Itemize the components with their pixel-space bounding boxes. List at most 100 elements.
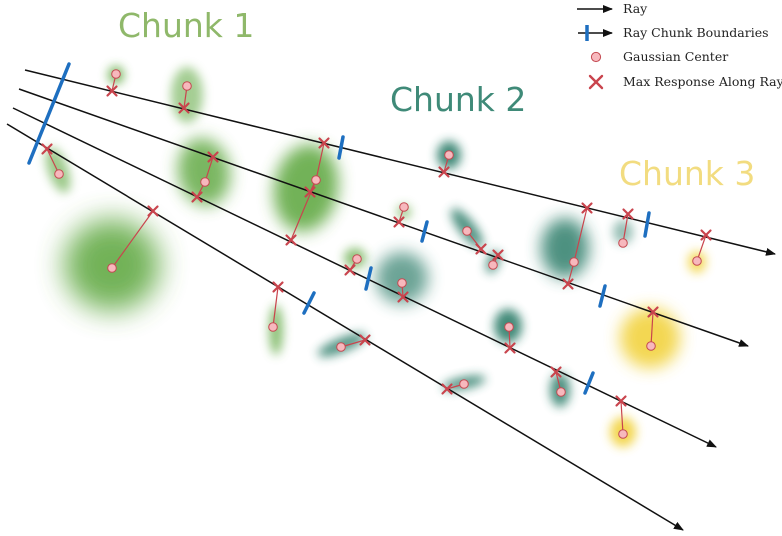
max-response-cross [562,278,574,290]
gaussian-center-dot [182,81,192,91]
cross-stroke [504,342,516,354]
max-response-cross [285,234,297,246]
gaussian-center-dot [311,175,321,185]
chunk-boundary-tick [337,135,345,160]
cross-stroke [647,306,659,318]
cross-stroke [344,264,356,276]
chunk-boundary-tick [302,291,316,315]
max-response-cross [504,342,516,354]
gaussian-center-dot [692,256,702,266]
cross-stroke [397,291,409,303]
max-response-cross [207,151,219,163]
max-response-cross [438,166,450,178]
ray-arrow [18,88,749,347]
gaussian-center-dot [200,177,210,187]
gaussian-center-dot [399,202,409,212]
legend-cross-icon [588,74,604,90]
cross-stroke [492,249,504,261]
chunk-boundary-tick [27,62,71,165]
center-to-max-connector [111,210,154,269]
max-response-cross [615,395,627,407]
max-response-cross [647,306,659,318]
max-response-cross [178,102,190,114]
cross-stroke [438,166,450,178]
cross-stroke [147,205,159,217]
max-response-markers [41,85,712,407]
center-to-max-connector [620,400,624,435]
legend-max-response-label: Max Response Along Ray [623,74,782,89]
gaussian-center-dot [54,169,64,179]
chunk-boundary-tick [583,371,595,395]
gaussian-center-dot [444,150,454,160]
legend-center-dot-icon [590,51,602,63]
cross-stroke [550,366,562,378]
cross-stroke [393,216,405,228]
max-response-cross [344,264,356,276]
gaussian-center-dot [556,387,566,397]
gaussian-blob [613,220,633,244]
cross-stroke [475,243,487,255]
gaussian-center-dot [504,322,514,332]
max-response-cross [318,137,330,149]
chunk-boundaries [27,62,651,395]
gaussian-center-dot [111,69,121,79]
max-response-cross [191,191,203,203]
chunk-3-label: Chunk 3 [619,154,755,193]
cross-stroke [178,102,190,114]
max-response-cross [147,205,159,217]
cross-stroke [304,186,316,198]
cross-stroke [562,278,574,290]
max-response-cross [106,85,118,97]
gaussian-blob [620,308,680,368]
max-response-cross [272,281,284,293]
gaussian-blob [376,252,428,304]
max-response-cross [700,229,712,241]
cross-stroke [106,85,118,97]
ray-arrow [12,107,717,448]
center-to-max-connector [650,311,654,347]
legend-ray: Ray [577,1,648,16]
gaussian-blobs [45,66,706,447]
center-to-max-connector [573,207,588,263]
gaussian-center-dot [397,278,407,288]
cross-stroke [318,137,330,149]
cross-stroke [207,151,219,163]
legend: Ray Ray Chunk Boundaries Gaussian Center… [577,1,782,90]
max-response-cross [359,334,371,346]
max-response-cross [492,249,504,261]
cross-stroke [622,208,634,220]
max-response-cross [397,291,409,303]
gaussian-blob [177,138,231,206]
cross-stroke [441,383,453,395]
chunk-2-label: Chunk 2 [390,80,526,119]
legend-ray-label: Ray [623,1,648,16]
max-response-cross [304,186,316,198]
gaussian-center-dot [268,322,278,332]
legend-center-label: Gaussian Center [623,49,728,64]
cross-stroke [272,281,284,293]
gaussian-center-dot [569,257,579,267]
cross-stroke [285,234,297,246]
max-response-cross [581,202,593,214]
legend-boundaries-label: Ray Chunk Boundaries [623,25,769,40]
gaussian-centers [54,69,702,439]
max-response-cross [441,383,453,395]
chunk-boundary-tick [420,220,429,243]
legend-boundaries: Ray Chunk Boundaries [578,25,769,41]
gaussian-center-dot [618,429,628,439]
max-response-cross [41,143,53,155]
gaussian-blob [171,67,203,123]
max-response-cross [622,208,634,220]
chunk-labels: Chunk 1 Chunk 2 Chunk 3 [118,6,755,193]
max-response-cross [393,216,405,228]
chunk-boundary-tick [364,266,373,291]
chunk-boundary-tick [598,284,607,308]
center-to-max-connector [622,213,629,244]
center-to-max-connector [315,142,325,181]
cross-stroke [615,395,627,407]
legend-max-response: Max Response Along Ray [588,74,782,90]
cross-stroke [191,191,203,203]
gaussian-center-dot [646,341,656,351]
gaussian-center-dot [618,238,628,248]
